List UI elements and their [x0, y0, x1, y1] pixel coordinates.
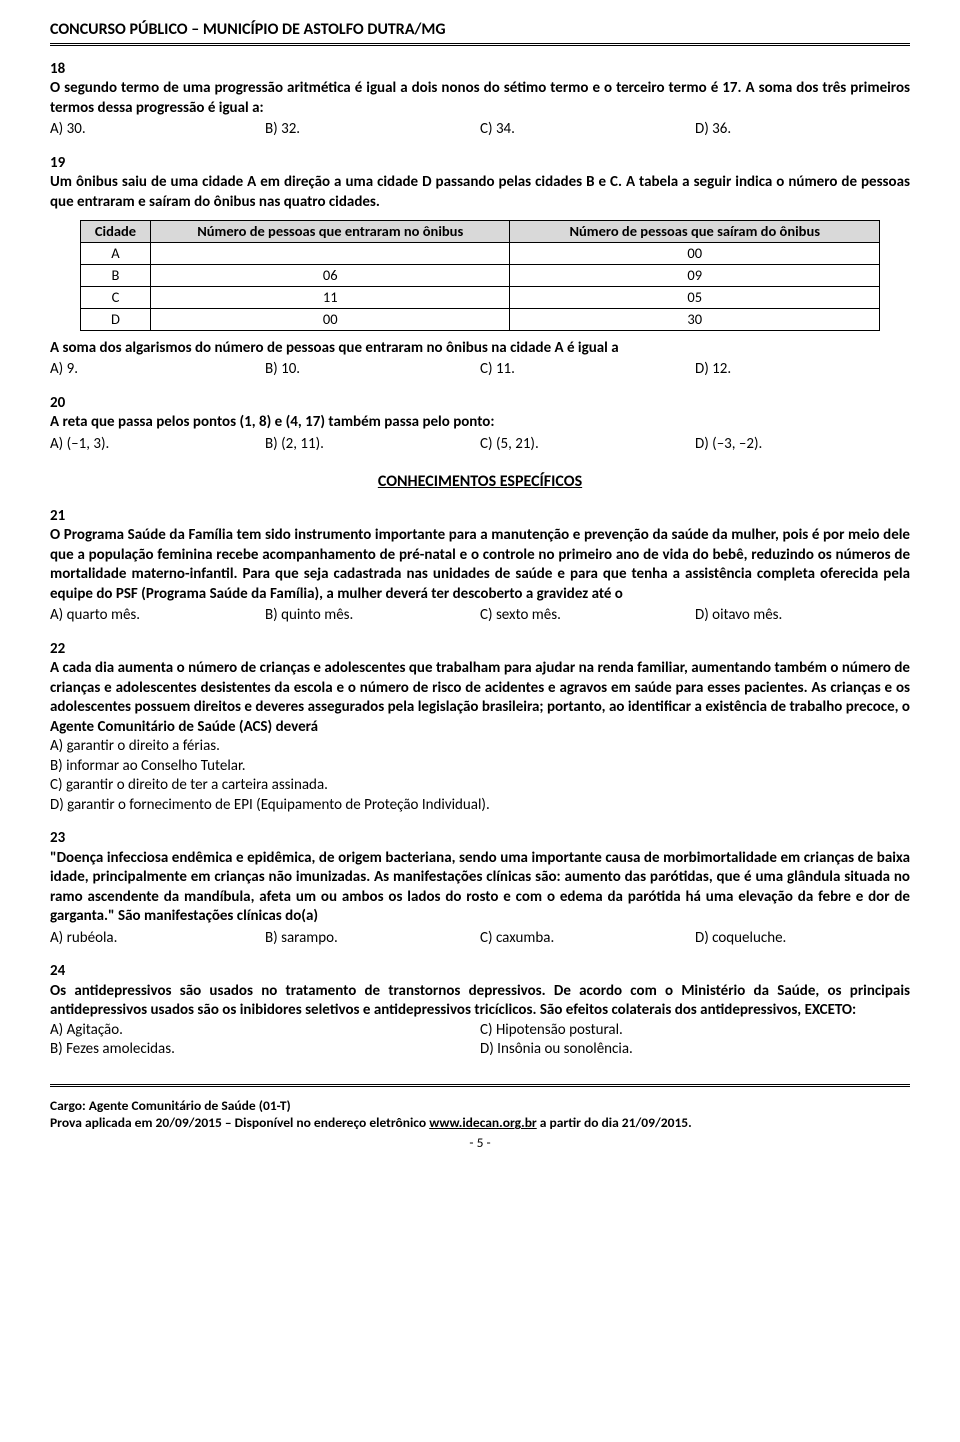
- q18-opt-d[interactable]: D) 36.: [695, 120, 910, 140]
- q23-opt-c[interactable]: C) caxumba.: [480, 929, 695, 949]
- q19-table-wrap: Cidade Número de pessoas que entraram no…: [80, 220, 910, 330]
- page-header: CONCURSO PÚBLICO – MUNICÍPIO DE ASTOLFO …: [50, 20, 910, 41]
- footer-rule: [50, 1084, 910, 1087]
- q20-opt-a[interactable]: A) (–1, 3).: [50, 435, 265, 455]
- q19-options: A) 9. B) 10. C) 11. D) 12.: [50, 360, 910, 380]
- q24-opt-b[interactable]: B) Fezes amolecidas.: [50, 1040, 480, 1060]
- cell-in: 00: [150, 308, 510, 330]
- q23-opt-a[interactable]: A) rubéola.: [50, 929, 265, 949]
- q24-opt-d[interactable]: D) Insônia ou sonolência.: [480, 1040, 910, 1060]
- q18-opt-b[interactable]: B) 32.: [265, 120, 480, 140]
- q20-number: 20: [50, 394, 910, 414]
- q24-number: 24: [50, 962, 910, 982]
- q23-opt-d[interactable]: D) coqueluche.: [695, 929, 910, 949]
- q19-opt-a[interactable]: A) 9.: [50, 360, 265, 380]
- cell-out: 00: [510, 243, 880, 265]
- th-entraram: Número de pessoas que entraram no ônibus: [150, 221, 510, 243]
- q22-opt-c[interactable]: C) garantir o direito de ter a carteira …: [50, 776, 910, 796]
- q24-options: A) Agitação. C) Hipotensão postural. B) …: [50, 1021, 910, 1060]
- q20-text: A reta que passa pelos pontos (1, 8) e (…: [50, 413, 910, 433]
- q19-opt-b[interactable]: B) 10.: [265, 360, 480, 380]
- q21-opt-b[interactable]: B) quinto mês.: [265, 606, 480, 626]
- th-sairam: Número de pessoas que saíram do ônibus: [510, 221, 880, 243]
- q21-opt-c[interactable]: C) sexto mês.: [480, 606, 695, 626]
- q24-text: Os antidepressivos são usados no tratame…: [50, 982, 910, 1021]
- q19-text2: A soma dos algarismos do número de pesso…: [50, 339, 910, 359]
- q21-opt-d[interactable]: D) oitavo mês.: [695, 606, 910, 626]
- footer-link[interactable]: www.idecan.org.br: [429, 1114, 537, 1131]
- header-rule: [50, 43, 910, 46]
- q18-opt-a[interactable]: A) 30.: [50, 120, 265, 140]
- q22-number: 22: [50, 640, 910, 660]
- q21-text: O Programa Saúde da Família tem sido ins…: [50, 526, 910, 604]
- cell-in: 06: [150, 264, 510, 286]
- footer-prova-post: a partir do dia 21/09/2015.: [537, 1114, 692, 1131]
- q20-opt-b[interactable]: B) (2, 11).: [265, 435, 480, 455]
- cell-cidade: C: [81, 286, 151, 308]
- table-row: C 11 05: [81, 286, 880, 308]
- q24-opt-a[interactable]: A) Agitação.: [50, 1021, 480, 1041]
- cell-out: 09: [510, 264, 880, 286]
- cell-out: 30: [510, 308, 880, 330]
- q19-text: Um ônibus saiu de uma cidade A em direçã…: [50, 173, 910, 212]
- q24-opt-c[interactable]: C) Hipotensão postural.: [480, 1021, 910, 1041]
- q18-options: A) 30. B) 32. C) 34. D) 36.: [50, 120, 910, 140]
- q18-opt-c[interactable]: C) 34.: [480, 120, 695, 140]
- q19-opt-c[interactable]: C) 11.: [480, 360, 695, 380]
- q23-opt-b[interactable]: B) sarampo.: [265, 929, 480, 949]
- q22-opt-a[interactable]: A) garantir o direito a férias.: [50, 737, 910, 757]
- section-title: CONHECIMENTOS ESPECÍFICOS: [50, 472, 910, 493]
- cell-cidade: D: [81, 308, 151, 330]
- q19-number: 19: [50, 154, 910, 174]
- q21-number: 21: [50, 507, 910, 527]
- footer-prova: Prova aplicada em 20/09/2015 – Disponíve…: [50, 1114, 910, 1132]
- footer: Cargo: Agente Comunitário de Saúde (01-T…: [50, 1084, 910, 1152]
- q18-number: 18: [50, 60, 910, 80]
- cell-cidade: B: [81, 264, 151, 286]
- q21-options: A) quarto mês. B) quinto mês. C) sexto m…: [50, 606, 910, 626]
- page-number: - 5 -: [50, 1134, 910, 1152]
- th-cidade: Cidade: [81, 221, 151, 243]
- table-row: D 00 30: [81, 308, 880, 330]
- q20-opt-c[interactable]: C) (5, 21).: [480, 435, 695, 455]
- cell-cidade: A: [81, 243, 151, 265]
- q22-text: A cada dia aumenta o número de crianças …: [50, 659, 910, 737]
- q22-options: A) garantir o direito a férias. B) infor…: [50, 737, 910, 815]
- table-row: B 06 09: [81, 264, 880, 286]
- q20-options: A) (–1, 3). B) (2, 11). C) (5, 21). D) (…: [50, 435, 910, 455]
- q19-opt-d[interactable]: D) 12.: [695, 360, 910, 380]
- q23-number: 23: [50, 829, 910, 849]
- q22-opt-b[interactable]: B) informar ao Conselho Tutelar.: [50, 757, 910, 777]
- cell-out: 05: [510, 286, 880, 308]
- q23-options: A) rubéola. B) sarampo. C) caxumba. D) c…: [50, 929, 910, 949]
- cell-in: [150, 243, 510, 265]
- q23-text: "Doença infecciosa endêmica e epidêmica,…: [50, 849, 910, 927]
- cell-in: 11: [150, 286, 510, 308]
- q21-opt-a[interactable]: A) quarto mês.: [50, 606, 265, 626]
- table-row: A 00: [81, 243, 880, 265]
- footer-cargo: Cargo: Agente Comunitário de Saúde (01-T…: [50, 1097, 910, 1115]
- q18-text: O segundo termo de uma progressão aritmé…: [50, 79, 910, 118]
- q20-opt-d[interactable]: D) (–3, –2).: [695, 435, 910, 455]
- q22-opt-d[interactable]: D) garantir o fornecimento de EPI (Equip…: [50, 796, 910, 816]
- footer-prova-pre: Prova aplicada em 20/09/2015 – Disponíve…: [50, 1114, 429, 1131]
- q19-table: Cidade Número de pessoas que entraram no…: [80, 220, 880, 330]
